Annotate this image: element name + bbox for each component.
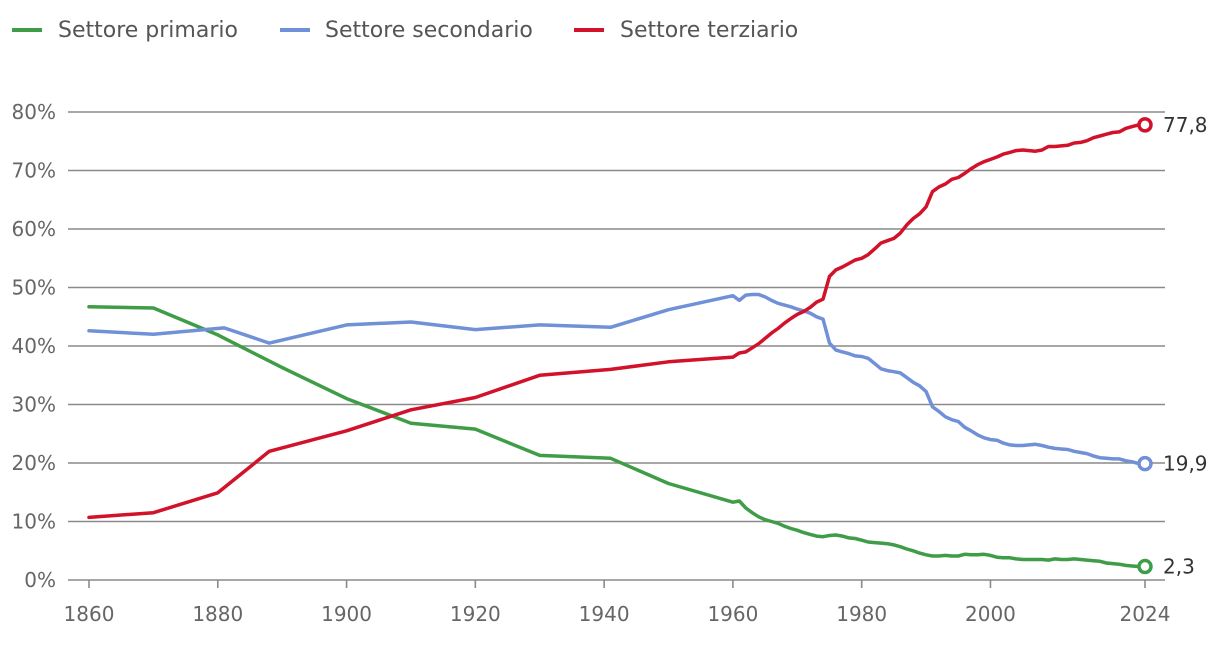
y-tick-label: 70% <box>12 159 56 183</box>
end-marker-terziario <box>1137 117 1153 133</box>
y-tick-label: 80% <box>12 100 56 124</box>
end-value-label-terziario: 77,8 <box>1163 113 1208 137</box>
series-line-secondario <box>87 292 1141 466</box>
series-end-markers: 2,3 19,9 77,8 <box>1137 113 1208 579</box>
y-tick-label: 10% <box>12 510 56 534</box>
legend-label-primario: Settore primario <box>58 18 238 43</box>
x-tick-label: 1860 <box>64 602 115 626</box>
gridlines <box>68 111 1165 581</box>
legend-item-primario[interactable]: Settore primario <box>12 18 238 43</box>
x-tick-label: 2024 <box>1120 602 1171 626</box>
x-tick-label: 1880 <box>192 602 243 626</box>
y-tick-label: 50% <box>12 276 56 300</box>
y-tick-label: 0% <box>24 568 56 592</box>
x-tick-label: 1960 <box>707 602 758 626</box>
series-line-primario <box>87 305 1141 569</box>
x-tick-label: 2000 <box>965 602 1016 626</box>
y-tick-label: 60% <box>12 217 56 241</box>
end-value-label-primario: 2,3 <box>1163 555 1195 579</box>
y-tick-label: 30% <box>12 393 56 417</box>
series-line-terziario <box>87 123 1141 520</box>
legend: Settore primario Settore secondario Sett… <box>12 18 798 43</box>
x-axis-ticks: 1860 1880 1900 1920 1940 1960 1980 2000 2024 <box>64 580 1171 626</box>
end-marker-primario <box>1137 558 1153 575</box>
x-tick-label: 1980 <box>836 602 887 626</box>
y-axis-ticks: 0% 10% 20% 30% 40% 50% 60% 70% 80% <box>12 100 56 592</box>
legend-label-terziario: Settore terziario <box>620 18 798 43</box>
legend-label-secondario: Settore secondario <box>325 18 533 43</box>
legend-item-terziario[interactable]: Settore terziario <box>574 18 798 43</box>
end-value-label-secondario: 19,9 <box>1163 452 1208 476</box>
legend-item-secondario[interactable]: Settore secondario <box>280 18 533 43</box>
x-tick-label: 1940 <box>579 602 630 626</box>
x-tick-label: 1920 <box>450 602 501 626</box>
x-tick-label: 1900 <box>321 602 372 626</box>
series-lines <box>87 123 1141 569</box>
end-marker-secondario <box>1137 455 1153 472</box>
y-tick-label: 20% <box>12 451 56 475</box>
y-tick-label: 40% <box>12 334 56 358</box>
